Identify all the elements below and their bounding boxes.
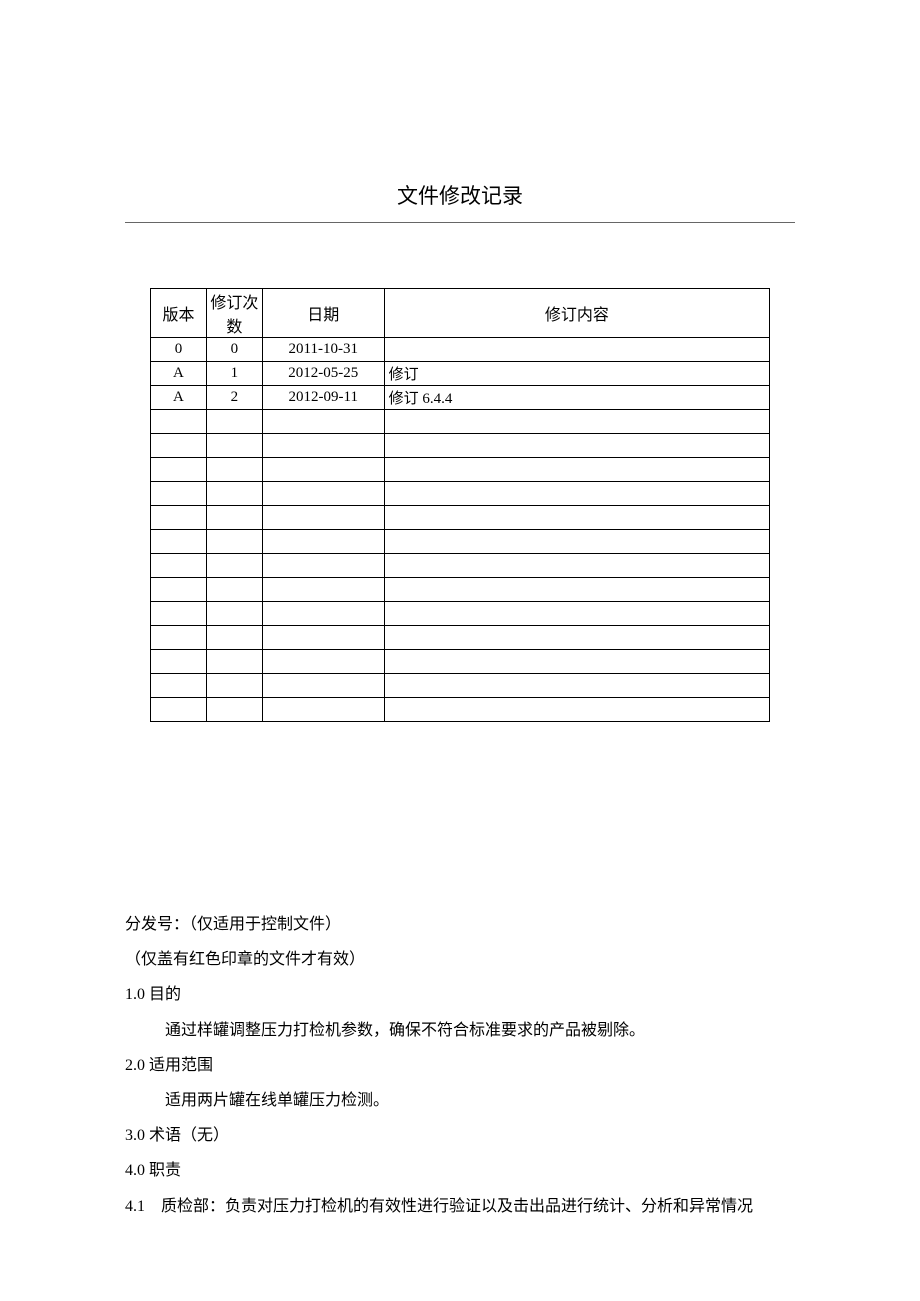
table-header-row: 版本 修订次数 日期 修订内容	[151, 289, 770, 338]
cell-date	[262, 458, 384, 482]
table-row	[151, 506, 770, 530]
table-row	[151, 602, 770, 626]
cell-content	[384, 626, 769, 650]
cell-version: A	[151, 386, 207, 410]
table-row	[151, 626, 770, 650]
cell-content	[384, 650, 769, 674]
cell-revnum: 2	[206, 386, 262, 410]
cell-revnum	[206, 674, 262, 698]
cell-version: 0	[151, 338, 207, 362]
table-row	[151, 650, 770, 674]
section-2-body: 适用两片罐在线单罐压力检测。	[125, 1083, 795, 1118]
cell-date	[262, 626, 384, 650]
table-body: 002011-10-31 A12012-05-25修订 A22012-09-11…	[151, 338, 770, 722]
cell-date: 2011-10-31	[262, 338, 384, 362]
cell-version	[151, 602, 207, 626]
th-date: 日期	[262, 289, 384, 338]
cell-content	[384, 434, 769, 458]
cell-date	[262, 506, 384, 530]
cell-date	[262, 482, 384, 506]
cell-content	[384, 674, 769, 698]
cell-revnum	[206, 698, 262, 722]
section-2-head: 2.0 适用范围	[125, 1048, 795, 1083]
cell-version	[151, 554, 207, 578]
cell-date	[262, 650, 384, 674]
table-row	[151, 554, 770, 578]
cell-revnum	[206, 410, 262, 434]
cell-revnum	[206, 506, 262, 530]
cell-revnum	[206, 650, 262, 674]
section-1-body: 通过样罐调整压力打检机参数，确保不符合标准要求的产品被剔除。	[125, 1013, 795, 1048]
cell-version	[151, 650, 207, 674]
cell-date	[262, 674, 384, 698]
cell-version	[151, 506, 207, 530]
table-row: A12012-05-25修订	[151, 362, 770, 386]
cell-version	[151, 410, 207, 434]
distribution-line: 分发号：（仅适用于控制文件）	[125, 907, 795, 942]
table-row	[151, 578, 770, 602]
cell-date	[262, 434, 384, 458]
th-revnum: 修订次数	[206, 289, 262, 338]
cell-revnum	[206, 626, 262, 650]
section-1-head: 1.0 目的	[125, 977, 795, 1012]
document-body: 分发号：（仅适用于控制文件） （仅盖有红色印章的文件才有效） 1.0 目的 通过…	[125, 907, 795, 1224]
cell-date	[262, 578, 384, 602]
cell-revnum	[206, 458, 262, 482]
cell-revnum	[206, 578, 262, 602]
cell-date: 2012-05-25	[262, 362, 384, 386]
section-4-head: 4.0 职责	[125, 1153, 795, 1188]
cell-revnum	[206, 482, 262, 506]
cell-content	[384, 338, 769, 362]
cell-version	[151, 434, 207, 458]
cell-revnum: 1	[206, 362, 262, 386]
cell-content	[384, 458, 769, 482]
cell-version	[151, 578, 207, 602]
document-page: 文件修改记录 版本 修订次数 日期 修订内容 002011-10-31 A120…	[0, 0, 920, 1224]
cell-version: A	[151, 362, 207, 386]
cell-date: 2012-09-11	[262, 386, 384, 410]
table-row	[151, 674, 770, 698]
cell-content: 修订	[384, 362, 769, 386]
section-3-head: 3.0 术语（无）	[125, 1118, 795, 1153]
cell-date	[262, 602, 384, 626]
cell-content	[384, 602, 769, 626]
revision-table: 版本 修订次数 日期 修订内容 002011-10-31 A12012-05-2…	[150, 288, 770, 722]
cell-revnum: 0	[206, 338, 262, 362]
cell-date	[262, 554, 384, 578]
cell-date	[262, 530, 384, 554]
th-content: 修订内容	[384, 289, 769, 338]
cell-revnum	[206, 554, 262, 578]
cell-content	[384, 578, 769, 602]
page-title: 文件修改记录	[125, 180, 795, 223]
cell-content	[384, 530, 769, 554]
section-4-1: 4.1 质检部：负责对压力打检机的有效性进行验证以及击出品进行统计、分析和异常情…	[125, 1189, 795, 1224]
cell-version	[151, 698, 207, 722]
table-row	[151, 698, 770, 722]
cell-date	[262, 698, 384, 722]
cell-revnum	[206, 530, 262, 554]
validity-line: （仅盖有红色印章的文件才有效）	[125, 942, 795, 977]
cell-version	[151, 626, 207, 650]
cell-version	[151, 674, 207, 698]
cell-content	[384, 410, 769, 434]
table-row: A22012-09-11修订 6.4.4	[151, 386, 770, 410]
cell-content	[384, 506, 769, 530]
cell-content	[384, 698, 769, 722]
cell-version	[151, 482, 207, 506]
cell-version	[151, 458, 207, 482]
table-row	[151, 530, 770, 554]
cell-version	[151, 530, 207, 554]
table-row	[151, 434, 770, 458]
table-row	[151, 482, 770, 506]
cell-revnum	[206, 434, 262, 458]
cell-content	[384, 554, 769, 578]
cell-revnum	[206, 602, 262, 626]
cell-content	[384, 482, 769, 506]
table-row	[151, 410, 770, 434]
table-row: 002011-10-31	[151, 338, 770, 362]
th-version: 版本	[151, 289, 207, 338]
cell-date	[262, 410, 384, 434]
cell-content: 修订 6.4.4	[384, 386, 769, 410]
table-row	[151, 458, 770, 482]
